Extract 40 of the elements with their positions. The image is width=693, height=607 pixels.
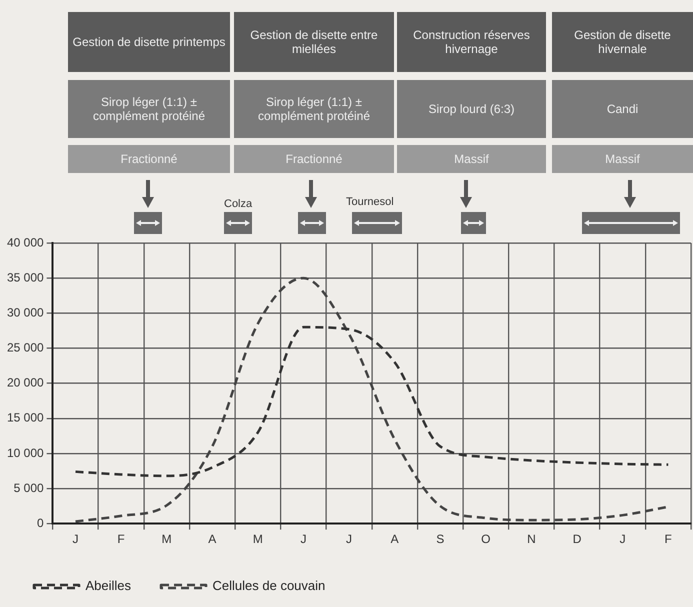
x-tick-label: D (572, 532, 582, 546)
x-tick-label: M (252, 532, 263, 546)
x-tick-label: S (436, 532, 444, 546)
y-tick-label: 20 000 (7, 376, 44, 390)
text: Fractionné (234, 145, 394, 173)
x-tick-label: J (300, 532, 306, 546)
y-tick-label: 0 (37, 516, 44, 530)
y-tick-label: 30 000 (7, 305, 44, 320)
legend-label: Cellules de couvain (212, 578, 326, 594)
text: Sirop lourd (6:3) (397, 80, 546, 138)
text: Candi (552, 80, 693, 138)
text: Sirop léger (1:1) ± complément protéiné (68, 80, 230, 138)
x-tick-label: J (72, 532, 78, 546)
line-series (74, 326, 670, 478)
x-tick-label: F (664, 532, 672, 546)
y-tick-label: 15 000 (7, 410, 44, 425)
y-tick-label: 10 000 (7, 446, 44, 460)
text: Gestion de disette entre miellées (234, 12, 394, 72)
legend-label: Abeilles (86, 578, 132, 594)
text: Construction réserves hivernage (397, 12, 546, 72)
y-tick-label: 5 000 (14, 480, 44, 495)
y-tick-label: 25 000 (7, 340, 44, 355)
x-tick-label: J (620, 532, 626, 546)
text: Gestion de disette printemps (68, 12, 230, 72)
text: Massif (397, 145, 546, 173)
x-tick-label: A (390, 532, 399, 546)
x-tick-label: F (117, 532, 125, 546)
text: Fractionné (68, 145, 230, 173)
text: Tournesol (346, 196, 394, 208)
x-tick-label: O (481, 532, 491, 546)
x-tick-label: N (527, 532, 536, 546)
x-tick-label: J (346, 532, 352, 546)
x-tick-label: M (162, 532, 172, 546)
text: Massif (552, 145, 693, 173)
x-tick-label: A (208, 532, 216, 546)
text: Gestion de disette hivernale (552, 12, 693, 72)
text: Sirop léger (1:1) ± complément protéiné (234, 80, 394, 138)
text: Colza (224, 198, 252, 210)
y-tick-label: 35 000 (7, 270, 44, 284)
y-tick-label: 40 000 (7, 235, 44, 250)
